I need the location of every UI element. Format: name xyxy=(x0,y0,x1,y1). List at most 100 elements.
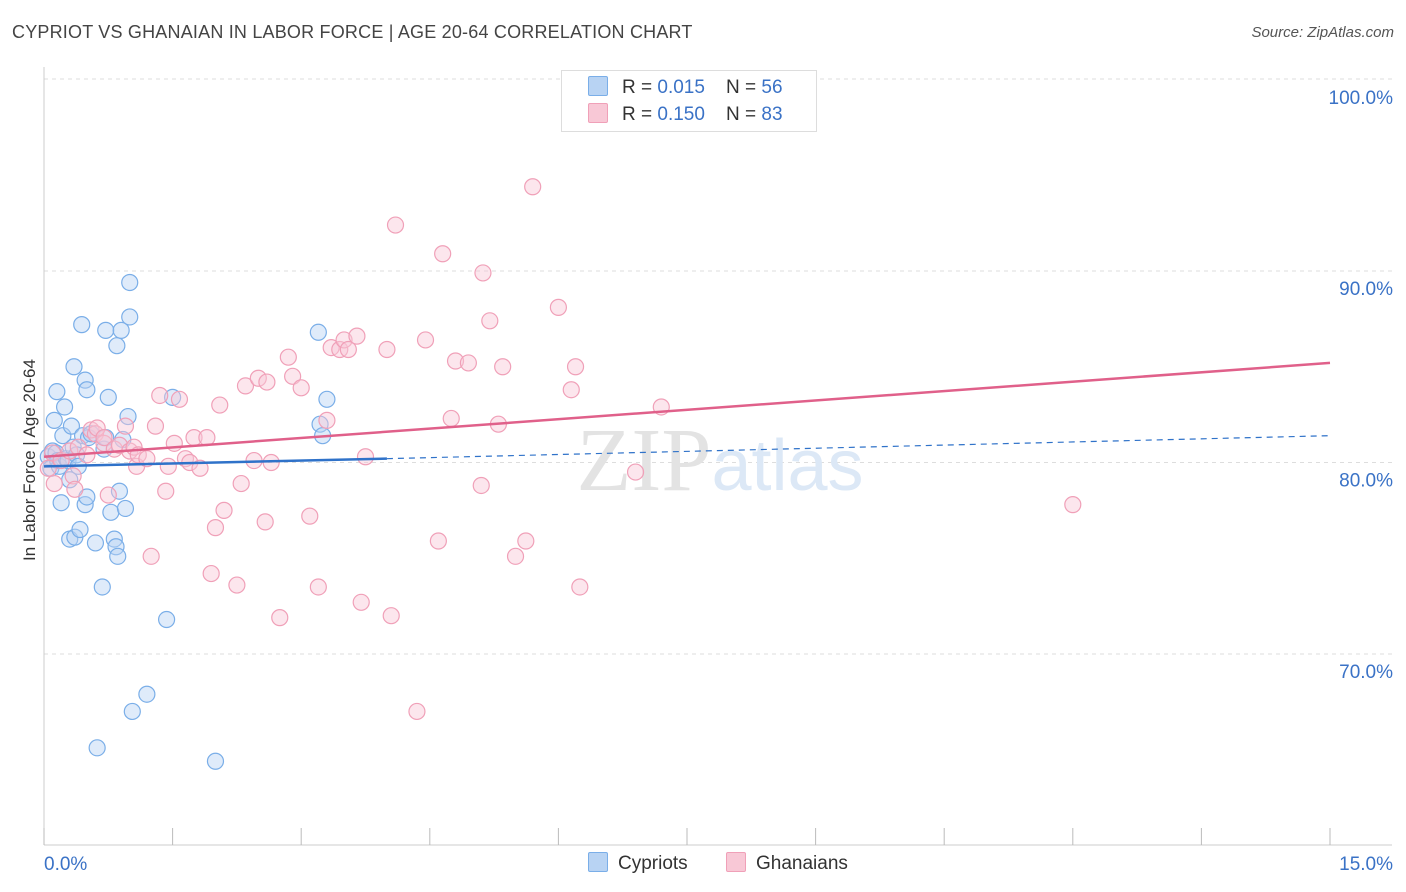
data-point-cypriots xyxy=(102,503,120,521)
data-point-ghanaians xyxy=(236,377,255,395)
data-point-cypriots xyxy=(78,381,96,399)
data-point-ghanaians xyxy=(170,390,189,408)
data-point-ghanaians xyxy=(198,429,216,447)
trendlines xyxy=(43,361,1331,468)
data-point-ghanaians xyxy=(459,354,477,372)
data-point-ghanaians xyxy=(524,178,542,196)
data-point-cypriots xyxy=(99,388,117,406)
data-point-ghanaians xyxy=(408,702,426,721)
data-point-cypriots xyxy=(62,417,81,435)
data-point-ghanaians xyxy=(211,396,229,414)
data-point-ghanaians xyxy=(99,486,117,504)
data-point-ghanaians xyxy=(95,429,113,447)
data-point-cypriots xyxy=(309,323,327,341)
data-point-ghanaians xyxy=(157,482,175,500)
y-tick-label: 90.0% xyxy=(1339,279,1393,300)
data-point-ghanaians xyxy=(159,457,177,475)
legend-swatch-cypriots xyxy=(588,76,608,96)
cypriots-swatch xyxy=(588,852,608,872)
data-point-cypriots xyxy=(119,407,137,426)
data-point-cypriots xyxy=(121,308,139,326)
data-point-ghanaians xyxy=(271,609,289,627)
data-point-ghanaians xyxy=(301,507,319,525)
data-point-cypriots xyxy=(48,383,66,401)
data-point-ghanaians xyxy=(232,474,250,493)
legend-row-cypriots: R = 0.015 N = 56 xyxy=(588,76,783,99)
data-point-ghanaians xyxy=(1064,496,1082,514)
data-point-ghanaians xyxy=(434,245,452,263)
data-point-ghanaians xyxy=(352,593,370,611)
data-point-cypriots xyxy=(157,610,176,629)
legend-r-cypriots: 0.015 xyxy=(657,77,705,98)
data-point-cypriots xyxy=(54,427,72,445)
data-point-ghanaians xyxy=(506,547,525,565)
data-point-ghanaians xyxy=(66,480,84,498)
data-point-ghanaians xyxy=(309,578,327,596)
data-point-cypriots xyxy=(206,752,225,770)
series-legend-cypriots[interactable]: Cypriots xyxy=(588,852,688,875)
data-point-ghanaians xyxy=(378,340,396,359)
data-point-ghanaians xyxy=(626,463,645,481)
trendline-cypriots-extension xyxy=(386,435,1331,460)
legend-n-cypriots: 56 xyxy=(761,77,783,98)
data-point-cypriots xyxy=(45,411,63,429)
gridlines xyxy=(44,78,1392,655)
data-point-ghanaians xyxy=(138,450,156,468)
data-point-cypriots xyxy=(109,547,127,565)
data-point-ghanaians xyxy=(446,352,465,370)
legend-row-ghanaians: R = 0.150 N = 83 xyxy=(588,103,783,126)
points-layer xyxy=(39,178,1082,770)
data-point-cypriots xyxy=(138,685,156,703)
data-point-ghanaians xyxy=(191,459,209,477)
data-point-ghanaians xyxy=(165,434,183,452)
ghanaians-label: Ghanaians xyxy=(756,853,848,874)
data-point-cypriots xyxy=(123,702,141,721)
data-point-ghanaians xyxy=(339,340,357,359)
data-point-ghanaians xyxy=(517,532,535,550)
cypriots-label: Cypriots xyxy=(618,853,688,874)
y-tick-label: 70.0% xyxy=(1339,662,1393,683)
data-point-cypriots xyxy=(164,388,182,406)
data-point-cypriots xyxy=(116,499,135,518)
data-point-cypriots xyxy=(73,316,91,334)
data-point-ghanaians xyxy=(348,327,366,345)
data-point-ghanaians xyxy=(45,474,63,493)
series-legend-ghanaians[interactable]: Ghanaians xyxy=(726,852,848,875)
data-point-ghanaians xyxy=(279,348,297,366)
data-point-ghanaians xyxy=(472,476,490,495)
data-point-ghanaians xyxy=(258,373,276,391)
data-point-cypriots xyxy=(78,488,96,506)
data-point-ghanaians xyxy=(256,513,274,531)
x-tick-label: 15.0% xyxy=(1339,854,1393,875)
data-point-ghanaians xyxy=(429,532,447,550)
data-point-ghanaians xyxy=(494,358,512,376)
data-point-cypriots xyxy=(93,578,111,596)
trendline-ghanaians xyxy=(43,361,1331,459)
data-point-cypriots xyxy=(110,482,129,500)
data-point-cypriots xyxy=(108,337,126,355)
data-point-ghanaians xyxy=(249,369,267,387)
data-point-ghanaians xyxy=(318,411,336,429)
legend-swatch-ghanaians xyxy=(588,103,608,123)
data-point-ghanaians xyxy=(474,264,492,282)
legend-r-ghanaians: 0.150 xyxy=(657,104,705,125)
data-point-cypriots xyxy=(88,739,106,757)
data-point-cypriots xyxy=(318,390,336,408)
stats-legend: R = 0.015 N = 56 R = 0.150 N = 83 xyxy=(561,70,817,132)
data-point-cypriots xyxy=(55,398,74,416)
chart-title: CYPRIOT VS GHANAIAN IN LABOR FORCE | AGE… xyxy=(12,22,693,42)
tick-labels: 70.0% 80.0% 90.0% 100.0% 0.0% 15.0% xyxy=(44,88,1393,875)
data-point-ghanaians xyxy=(88,419,106,437)
data-point-ghanaians xyxy=(481,312,499,330)
data-point-ghanaians xyxy=(284,367,302,385)
data-point-cypriots xyxy=(97,321,115,339)
data-point-ghanaians xyxy=(228,576,246,594)
x-tick-label: 0.0% xyxy=(44,854,87,875)
y-tick-label: 100.0% xyxy=(1329,88,1394,109)
data-point-ghanaians xyxy=(146,417,165,435)
data-point-cypriots xyxy=(112,321,130,339)
trendline-cypriots xyxy=(43,457,387,468)
ghanaians-swatch xyxy=(726,852,746,872)
data-point-ghanaians xyxy=(142,547,160,565)
